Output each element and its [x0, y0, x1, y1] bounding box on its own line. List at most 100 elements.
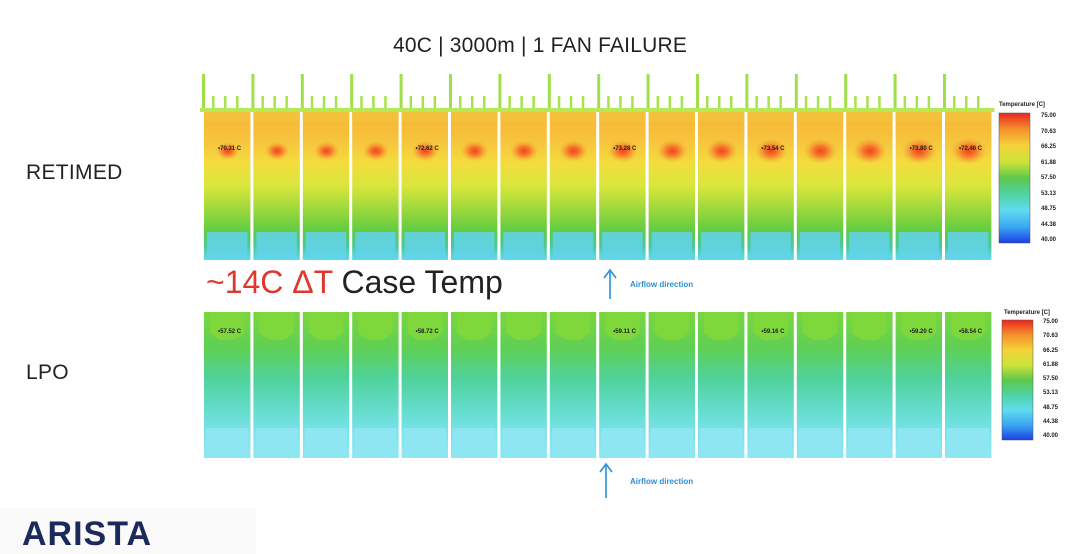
lpo-probe-label: •59.20 C — [909, 329, 933, 335]
lpo-module — [599, 312, 646, 458]
retimed-module — [599, 112, 646, 260]
slide-title: 40C | 3000m | 1 FAN FAILURE — [392, 34, 688, 57]
fin — [779, 96, 782, 110]
retimed-module — [698, 112, 745, 260]
fin — [224, 96, 227, 110]
fin — [767, 96, 770, 110]
fin — [696, 74, 699, 110]
fin — [878, 96, 881, 110]
hotspot — [215, 142, 240, 160]
fin — [449, 74, 452, 110]
retimed-module — [451, 112, 498, 260]
fin — [557, 96, 561, 110]
lpo-heatmap — [204, 312, 992, 458]
lpo-probe-label: •59.16 C — [761, 329, 785, 335]
retimed-label: RETIMED — [26, 161, 123, 184]
legend-tick: 44.38 — [1041, 221, 1057, 228]
lpo-module — [648, 312, 695, 458]
legend-tick: 53.13 — [1043, 390, 1059, 397]
fin — [471, 96, 474, 110]
temperature-legend-bottom — [1001, 319, 1034, 441]
legend-tick: 48.75 — [1043, 404, 1059, 411]
retimed-module — [747, 112, 794, 260]
delta-temp-caption: ~14C ΔT Case Temp — [206, 264, 503, 301]
logo-background — [0, 508, 256, 554]
hotspot — [264, 141, 290, 161]
retimed-probe-label: •73.28 C — [613, 146, 637, 152]
delta-suffix: Case Temp — [332, 264, 503, 300]
fin — [631, 96, 634, 110]
fin — [399, 74, 403, 110]
fin — [794, 74, 798, 110]
hotspot — [803, 138, 838, 164]
retimed-module — [500, 112, 547, 260]
fin — [334, 96, 338, 110]
legend-tick: 53.13 — [1041, 190, 1057, 197]
fin — [718, 96, 721, 110]
hotspot — [362, 141, 390, 161]
retimed-probe-label: •72.46 C — [959, 146, 983, 152]
fin — [372, 96, 375, 110]
lpo-module — [846, 312, 893, 458]
legend-tick: 66.25 — [1041, 144, 1057, 150]
fin — [668, 96, 672, 110]
airflow-arrow-top — [603, 268, 617, 299]
fin — [893, 74, 897, 110]
fin — [680, 96, 684, 110]
retimed-probe-label: •73.80 C — [909, 146, 933, 152]
fin — [498, 74, 502, 110]
legend-title-bottom: Temperature [C] — [1004, 310, 1050, 316]
fin — [646, 74, 650, 110]
lpo-probe-label: •58.72 C — [415, 329, 439, 335]
legend-tick: 57.50 — [1043, 376, 1059, 382]
retimed-module — [796, 112, 844, 260]
hotspot — [754, 138, 788, 164]
fin — [433, 96, 437, 110]
fin — [755, 96, 758, 110]
lpo-label: LPO — [26, 361, 69, 384]
fin — [706, 96, 709, 110]
fin — [251, 74, 255, 110]
retimed-heatmap — [200, 74, 995, 260]
fin — [915, 96, 919, 110]
fin — [384, 96, 387, 110]
legend-tick: 75.00 — [1041, 113, 1057, 119]
lpo-module — [352, 312, 399, 458]
fin — [866, 96, 869, 110]
legend-tick: 61.88 — [1043, 361, 1059, 368]
retimed-probe-label: •73.54 C — [761, 146, 785, 152]
fin — [421, 96, 425, 110]
fin — [360, 96, 363, 110]
legend-tick: 70.63 — [1043, 333, 1059, 340]
lpo-module — [698, 312, 745, 458]
fin — [656, 96, 660, 110]
airflow-arrow-bottom — [599, 462, 613, 498]
lpo-module — [747, 312, 794, 458]
fin — [569, 96, 573, 110]
lpo-module — [451, 312, 498, 458]
hotspot — [411, 140, 439, 162]
retimed-module — [401, 112, 448, 260]
fin — [804, 96, 808, 110]
retimed-probe-label: •70.31 C — [218, 146, 242, 152]
fin — [409, 96, 413, 110]
hotspot — [852, 138, 888, 164]
fin — [261, 96, 264, 110]
fin — [300, 74, 304, 110]
lpo-probe-label: •59.11 C — [613, 329, 636, 335]
hotspot — [705, 139, 738, 163]
airflow-label-top: Airflow direction — [630, 280, 694, 289]
hotspot — [656, 139, 688, 163]
lpo-module — [204, 312, 251, 458]
retimed-module — [945, 112, 992, 260]
legend-tick: 66.25 — [1043, 347, 1059, 354]
retimed-fins — [200, 74, 995, 112]
lpo-module — [549, 312, 597, 458]
fin — [350, 74, 354, 110]
fin — [236, 96, 239, 110]
legend-tick: 70.63 — [1041, 128, 1057, 135]
fin — [844, 74, 848, 110]
hotspot — [901, 137, 937, 165]
retimed-module — [302, 112, 350, 260]
